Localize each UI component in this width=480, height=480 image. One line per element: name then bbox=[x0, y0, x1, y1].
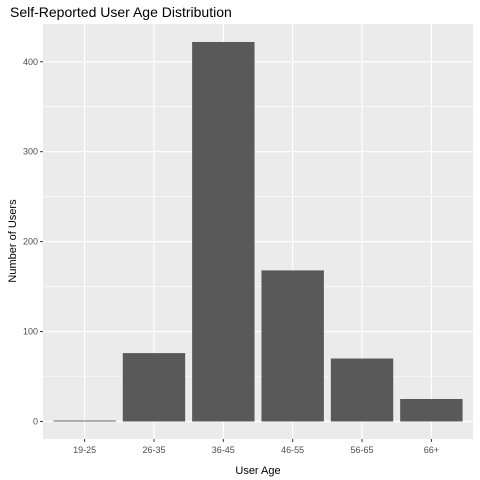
bar-46-55 bbox=[261, 270, 324, 422]
x-tick-label: 19-25 bbox=[73, 445, 96, 455]
x-axis-title: User Age bbox=[235, 465, 280, 477]
bar-26-35 bbox=[122, 353, 186, 422]
x-tick-label: 66+ bbox=[424, 445, 439, 455]
x-axis-ticks: 19-25 26-35 36-45 46-55 56-65 66+ bbox=[73, 439, 439, 455]
bars bbox=[53, 41, 463, 422]
chart-title: Self-Reported User Age Distribution bbox=[10, 4, 232, 20]
y-tick-label: 100 bbox=[23, 327, 38, 337]
plot-panel bbox=[43, 24, 473, 439]
y-axis-title: Number of Users bbox=[7, 199, 19, 283]
bar-19-25 bbox=[53, 420, 116, 422]
y-tick-label: 0 bbox=[33, 416, 38, 426]
x-tick-label: 56-65 bbox=[351, 445, 374, 455]
bar-56-65 bbox=[330, 358, 394, 422]
y-tick-label: 200 bbox=[23, 237, 38, 247]
bar-66+ bbox=[400, 398, 463, 422]
minor-gridlines bbox=[43, 106, 473, 377]
y-axis-ticks: 0 100 200 300 400 bbox=[23, 57, 43, 426]
y-tick-label: 300 bbox=[23, 147, 38, 157]
x-tick-label: 46-55 bbox=[281, 445, 304, 455]
y-tick-label: 400 bbox=[23, 57, 38, 67]
x-tick-label: 26-35 bbox=[142, 445, 165, 455]
bar-36-45 bbox=[192, 41, 255, 422]
x-tick-label: 36-45 bbox=[212, 445, 235, 455]
